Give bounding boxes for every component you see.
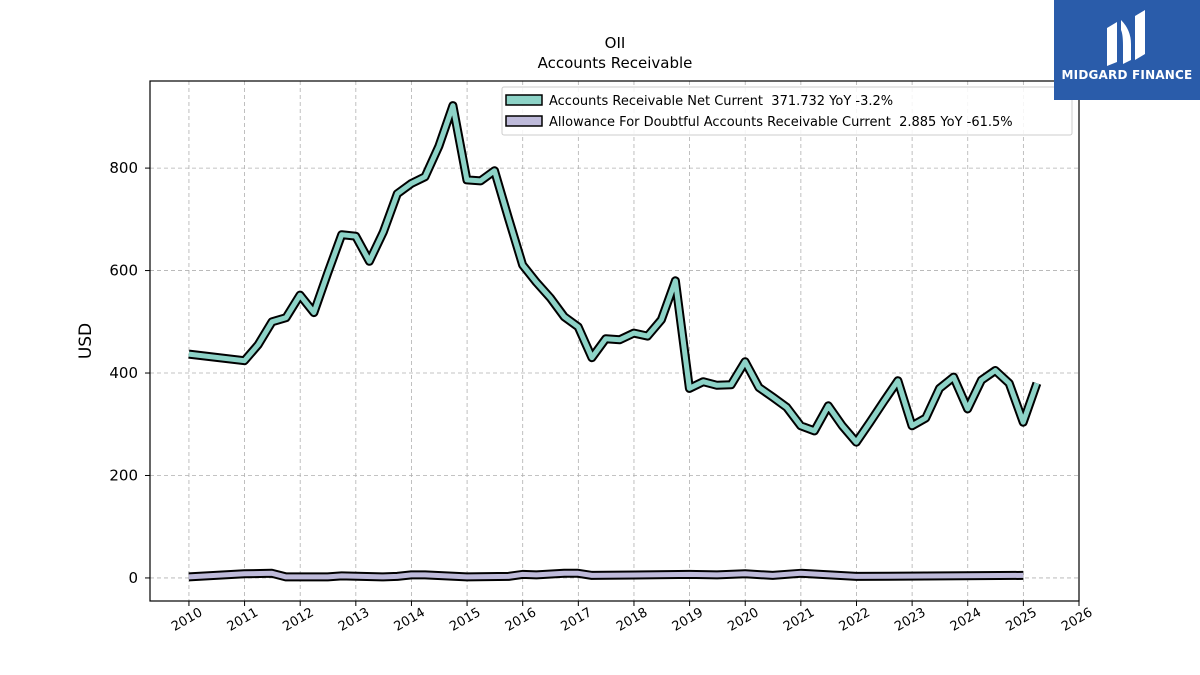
x-tick-label: 2023 — [892, 605, 928, 635]
series-line-ar-net-outline — [188, 101, 1042, 447]
plot-area-frame — [149, 80, 1080, 602]
x-tick-label: 2019 — [670, 605, 706, 635]
x-tick-label: 2025 — [1004, 605, 1040, 635]
y-tick-label: 200 — [109, 466, 138, 484]
legend-frame — [501, 86, 1073, 136]
x-tick-label: 2021 — [781, 605, 817, 635]
x-tick-label: 2020 — [725, 605, 761, 635]
legend-entry-ar-net: Accounts Receivable Net Current 371.732 … — [549, 94, 893, 109]
x-tick-label: 2022 — [837, 605, 873, 635]
x-tick-label: 2015 — [447, 605, 483, 635]
y-tick-label: 0 — [128, 569, 138, 587]
y-tick-label: 800 — [109, 159, 138, 177]
series-line-allowance — [188, 570, 1024, 580]
y-tick-label: 600 — [109, 262, 138, 280]
brand-name: MIDGARD FINANCE — [1061, 68, 1193, 82]
x-tick-label: 2016 — [503, 605, 539, 635]
x-tick-label: 2017 — [559, 605, 595, 635]
series-line-ar-net — [188, 103, 1040, 445]
x-tick-label: 2024 — [948, 605, 984, 635]
legend-swatch-allowance — [505, 115, 543, 127]
axis-ticks: 2010 2011 2012 2013 2014 2015 2016 2017 2018 2019… — [109, 159, 1095, 635]
y-axis-label: USD — [76, 323, 96, 359]
x-tick-label: 2012 — [280, 605, 316, 635]
legend-entry-allowance: Allowance For Doubtful Accounts Receivab… — [549, 115, 1013, 130]
x-tick-label: 2011 — [225, 605, 261, 635]
series-layer — [188, 101, 1042, 582]
legend-swatch-ar-net — [505, 94, 543, 106]
x-tick-label: 2018 — [614, 605, 650, 635]
legend: Accounts Receivable Net Current 371.732 … — [501, 86, 1073, 136]
x-tick-label: 2014 — [392, 605, 428, 635]
brand-mark-icon — [1107, 10, 1145, 66]
y-tick-label: 400 — [109, 364, 138, 382]
x-tick-label: 2026 — [1059, 605, 1095, 635]
x-tick-label: 2010 — [169, 605, 205, 635]
chart-subtitle: Accounts Receivable — [538, 54, 693, 72]
chart-title: OII — [605, 34, 626, 52]
brand-logo: MIDGARD FINANCE — [1054, 0, 1200, 100]
x-tick-label: 2013 — [336, 605, 372, 635]
